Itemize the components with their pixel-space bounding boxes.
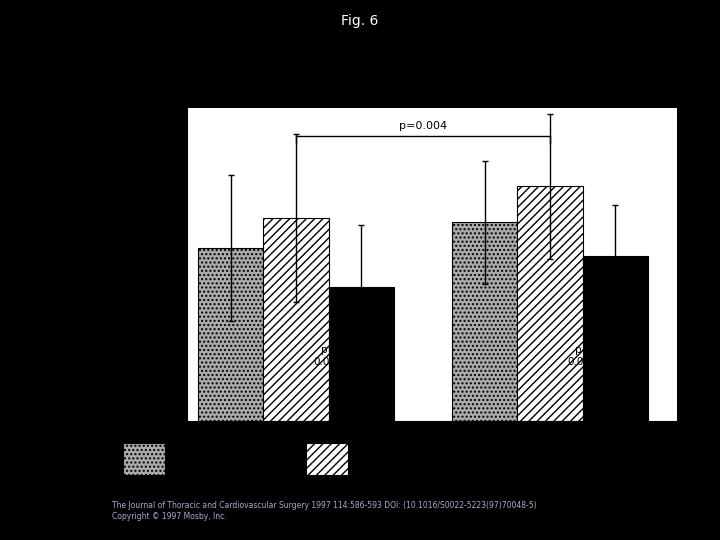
Text: Fig. 6: Fig. 6 [341,14,379,28]
Text: Overall: Overall [176,453,219,465]
Bar [307,443,348,475]
Bar [198,248,264,421]
Text: The Journal of Thoracic and Cardiovascular Surgery 1997 114:586-593 DOI: (10.101: The Journal of Thoracic and Cardiovascul… [112,501,536,521]
Text: p=
0.041: p= 0.041 [314,345,343,367]
Bar [328,287,394,421]
Text: Separate AV orifices: Separate AV orifices [531,453,650,465]
Bar [264,218,328,421]
Y-axis label: Ratio of chordal length: Ratio of chordal length [140,193,153,336]
Bar [582,255,648,421]
Bar [517,186,582,421]
Text: (B): (B) [126,68,156,85]
Bar [123,443,165,475]
Text: p<
0.002: p< 0.002 [568,345,598,367]
Text: Common AV orifice: Common AV orifice [359,453,472,465]
Bar [477,443,519,475]
Bar [452,222,517,421]
Text: p=0.004: p=0.004 [399,122,447,132]
